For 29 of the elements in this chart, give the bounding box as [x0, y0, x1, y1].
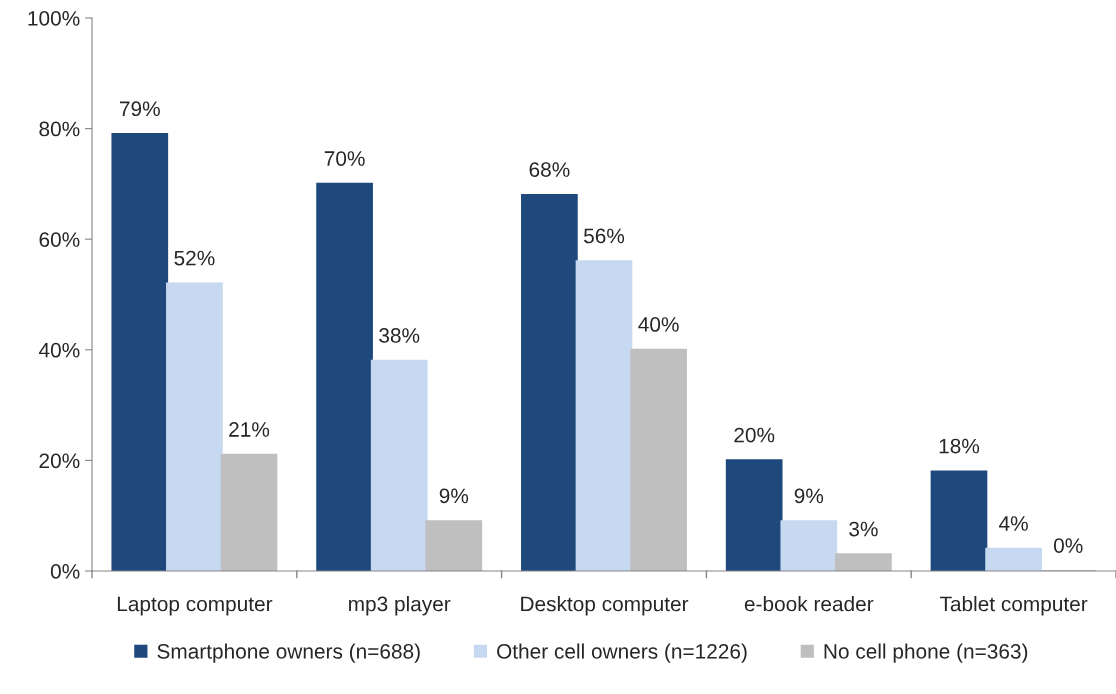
legend-label: Smartphone owners (n=688) — [157, 643, 420, 663]
x-tick-label: mp3 player — [349, 596, 451, 616]
data-label: 70% — [324, 151, 365, 166]
data-label: 40% — [638, 317, 679, 332]
x-tick-label: Desktop computer — [521, 596, 689, 616]
y-tick-label: 60% — [39, 232, 80, 247]
y-tick-label: 0% — [50, 564, 80, 579]
data-label: 4% — [999, 516, 1028, 531]
y-tick-label: 20% — [39, 453, 80, 469]
y-tick-label: 40% — [38, 342, 80, 358]
y-tick-label: 80% — [39, 121, 80, 137]
y-tick-label: 100% — [28, 11, 80, 26]
data-label: 38% — [379, 328, 420, 343]
x-tick-label: Laptop computer — [117, 596, 273, 616]
data-label: 52% — [174, 250, 215, 266]
data-label: 79% — [120, 101, 160, 117]
legend-label: Other cell owners (n=1226) — [497, 643, 747, 663]
data-label: 56% — [583, 228, 625, 244]
data-label: 9% — [794, 488, 824, 504]
x-tick-label: e-book reader — [744, 596, 874, 612]
data-label: 18% — [939, 438, 980, 454]
data-label: 0% — [1053, 538, 1083, 553]
data-label: 3% — [849, 521, 878, 537]
x-tick-label: Tablet computer — [939, 596, 1088, 616]
data-label: 20% — [734, 427, 775, 443]
data-label: 21% — [229, 422, 270, 437]
data-label: 9% — [439, 488, 469, 504]
legend-label: No cell phone (n=363) — [824, 643, 1028, 663]
data-label: 68% — [529, 162, 570, 177]
